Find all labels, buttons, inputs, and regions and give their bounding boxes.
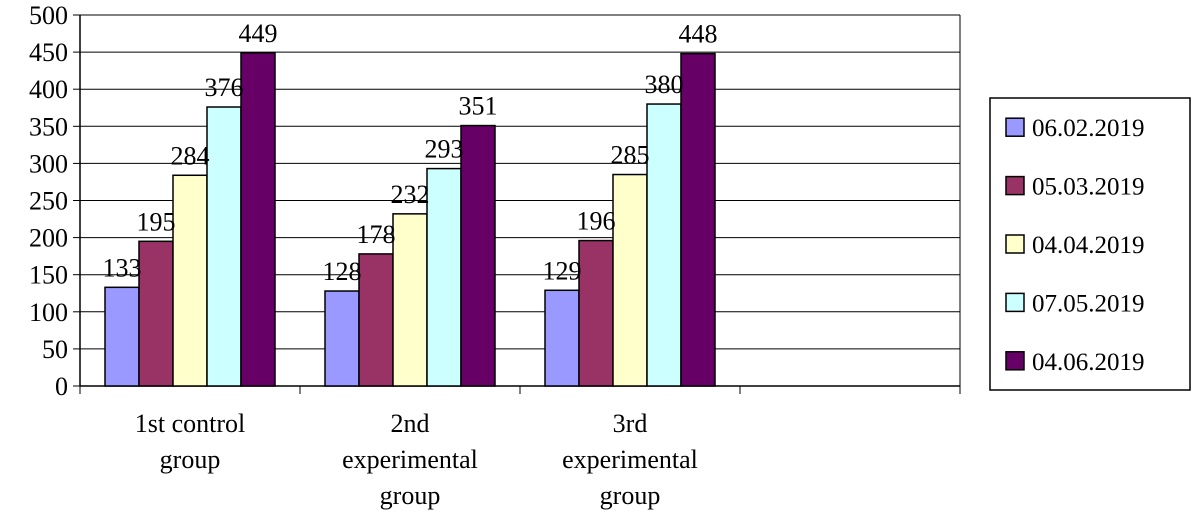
y-tick-label: 100 <box>29 298 68 327</box>
y-tick-label: 300 <box>29 149 68 178</box>
legend-swatch <box>1005 117 1025 137</box>
legend-swatch <box>1005 292 1025 313</box>
data-label: 128 <box>323 257 362 286</box>
category-label: group <box>160 445 221 474</box>
category-label: group <box>380 481 441 510</box>
y-tick-label: 350 <box>29 112 68 141</box>
bar <box>324 290 360 387</box>
bar <box>104 286 140 387</box>
data-label: 195 <box>137 207 176 236</box>
legend-label: 05.03.2019 <box>1032 174 1145 201</box>
data-label: 376 <box>205 73 244 102</box>
category-label: 1st control <box>135 409 246 438</box>
y-tick-label: 450 <box>29 38 68 67</box>
bar <box>646 103 682 387</box>
category-label: 2nd <box>391 409 430 438</box>
category-label: experimental <box>342 445 478 474</box>
data-label: 133 <box>103 253 142 282</box>
bar <box>578 239 614 387</box>
data-label: 380 <box>645 70 684 99</box>
legend-swatch <box>1005 351 1025 371</box>
legend-label: 07.05.2019 <box>1032 290 1145 317</box>
bar <box>172 174 208 387</box>
y-tick-label: 50 <box>42 335 68 364</box>
y-tick-label: 150 <box>29 261 68 290</box>
y-tick-label: 200 <box>29 224 68 253</box>
data-label: 196 <box>577 207 616 236</box>
category-label: experimental <box>562 445 698 474</box>
data-label: 449 <box>239 19 278 48</box>
data-label: 232 <box>391 180 430 209</box>
data-label: 284 <box>171 141 210 170</box>
y-tick-label: 400 <box>29 75 68 104</box>
bar <box>544 289 580 387</box>
category-label: group <box>600 481 661 510</box>
legend-label: 06.02.2019 <box>1032 115 1145 142</box>
legend: 06.02.2019 05.03.2019 04.04.2019 07.05.2019… <box>989 97 1191 391</box>
data-label: 129 <box>543 256 582 285</box>
y-tick-label: 0 <box>55 372 68 401</box>
legend-label: 04.06.2019 <box>1032 349 1145 376</box>
bar <box>392 213 428 387</box>
data-labels: 133 195 284 376 449 128 178 232 293 351 129 196 285 3… <box>103 19 718 286</box>
bar <box>138 240 174 387</box>
data-label: 293 <box>425 135 464 164</box>
category-label: 3rd <box>613 409 648 438</box>
bar <box>680 52 716 387</box>
legend-label: 04.04.2019 <box>1032 232 1145 259</box>
bar <box>612 173 648 387</box>
axes: 0 50 100 150 200 250 300 350 400 450 500 1st contro… <box>29 1 961 510</box>
bar <box>206 106 242 387</box>
bar <box>240 52 276 387</box>
y-tick-label: 250 <box>29 187 68 216</box>
bar <box>460 124 496 387</box>
y-tick-label: 500 <box>29 1 68 30</box>
data-label: 448 <box>679 20 718 49</box>
bars <box>104 52 716 387</box>
bar <box>358 253 394 387</box>
data-label: 285 <box>611 141 650 170</box>
legend-swatch <box>1005 234 1025 254</box>
data-label: 351 <box>459 92 498 121</box>
data-label: 178 <box>357 220 396 249</box>
bar <box>426 167 462 387</box>
legend-swatch <box>1005 175 1025 196</box>
